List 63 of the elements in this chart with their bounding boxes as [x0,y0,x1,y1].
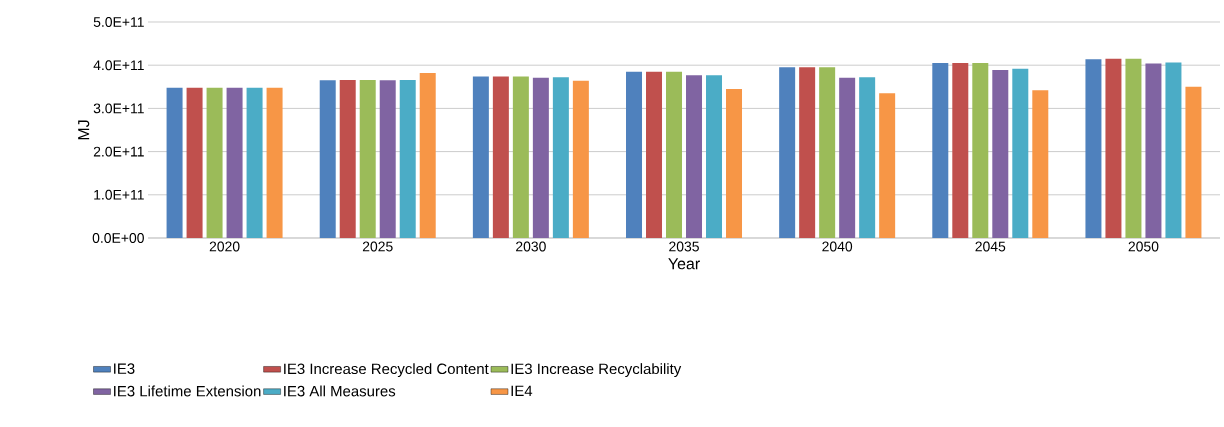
legend-label: IE4 [511,385,533,397]
x-tick-label: 2040 [822,241,853,252]
bar [1012,68,1029,238]
legend-label: IE3 [114,363,135,374]
bar [726,88,743,238]
bar [972,63,989,238]
x-tick-label: 2035 [669,241,699,252]
bar [626,71,643,238]
bar [1085,59,1102,238]
x-tick-label: 2025 [362,241,393,252]
bar [1125,58,1142,238]
bar [206,87,223,238]
bar [166,87,183,238]
y-tick-label: 2.0E+11 [93,146,144,157]
bar [1185,86,1202,238]
legend-label: IE3 Increase Recycled Content [284,363,489,378]
bar [319,80,336,238]
legend-label: IE3 Lifetime Extension [114,385,261,397]
bar [1145,63,1162,238]
bar [512,76,529,238]
legend-label: IE3 Increase Recyclability [511,363,682,378]
y-tick-label: 1.0E+11 [94,189,144,200]
bar [992,69,1009,238]
bar [552,77,569,238]
y-tick-label: 5.0E+11 [93,17,144,27]
y-tick-label: 3.0E+11 [93,103,144,114]
bar [359,79,376,238]
x-tick-label: 2030 [516,241,546,252]
bar [1032,90,1049,238]
legend-label: IE3 All Measures [284,385,396,397]
bar [932,63,949,238]
x-axis-title: Year [668,258,700,270]
bar [339,79,356,238]
bar [379,80,396,238]
bar [266,87,283,238]
x-tick-label: 2050 [1128,241,1159,252]
bar [706,75,723,238]
x-tick-label: 2045 [975,241,1006,252]
x-tick-label: 2020 [209,241,240,252]
bar [666,71,683,238]
bar [399,79,416,238]
bar [819,67,836,238]
bar [246,87,263,238]
bar [779,67,796,238]
y-tick-label: 0.0E+00 [92,233,144,243]
bar [799,67,816,238]
bar [1105,58,1122,238]
bar [186,87,203,238]
bar [472,76,489,238]
y-axis-title: MJ [78,120,90,140]
bar [646,71,663,238]
bar [859,77,876,238]
bar [572,80,589,238]
bar [226,87,243,238]
bar [419,72,436,238]
bar [686,75,703,238]
bar [879,93,896,238]
bar [839,77,856,238]
bar [1165,62,1182,238]
y-tick-label: 4.0E+11 [93,60,144,71]
bar [952,63,969,238]
bar [492,76,509,238]
bar [532,77,549,238]
